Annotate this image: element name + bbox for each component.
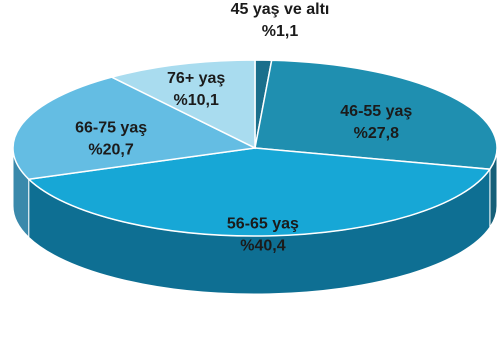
- slice-label-category: 56-65 yaş: [227, 215, 299, 232]
- slice-label-category: 46-55 yaş: [340, 103, 412, 120]
- pie-slice-1: [254, 59, 498, 170]
- slice-label-category: 45 yaş ve altı: [231, 1, 330, 18]
- pie-slices: [12, 59, 498, 237]
- slice-label-value: %10,1: [173, 92, 218, 109]
- slice-label-value: %1,1: [262, 23, 299, 40]
- pie-labels: 45 yaş ve altı %1,1 46-55 yaş %27,8 56-65 ya…: [75, 1, 412, 254]
- pie-slice-4: [109, 59, 256, 150]
- slice-label-value: %27,8: [354, 125, 399, 142]
- slice-label-category: 76+ yaş: [167, 70, 225, 87]
- slice-label-value: %20,7: [88, 142, 133, 159]
- pie-sides: [12, 147, 498, 295]
- slice-label-value: %40,4: [240, 237, 285, 254]
- pie-slice-3: [12, 76, 258, 180]
- pie-slice-2: [27, 147, 492, 237]
- slice-label-category: 66-75 yaş: [75, 120, 147, 137]
